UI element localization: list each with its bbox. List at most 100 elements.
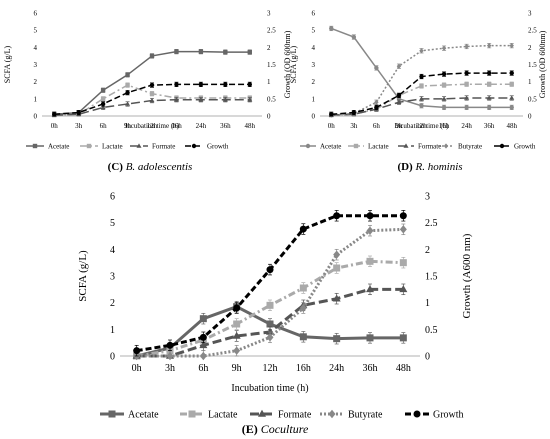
caption-letter: (C) (108, 161, 124, 173)
data-point-acetate (266, 320, 274, 328)
x-tick-label: 0h (132, 363, 142, 374)
data-point-lactate (366, 257, 374, 265)
x-tick-label: 36h (220, 122, 231, 130)
x-tick-label: 24h (461, 122, 472, 130)
x-tick-label: 36h (363, 363, 378, 374)
data-point-growth (223, 82, 228, 87)
legend-marker (191, 143, 197, 149)
legend-entry-butyrate: Butyrate (438, 142, 482, 150)
series-formate (51, 97, 253, 117)
legend-label: Growth (207, 142, 229, 150)
data-point-lactate (266, 301, 274, 309)
legend-marker (353, 143, 359, 149)
legend-marker (499, 143, 505, 149)
x-tick-label: 0h (328, 122, 336, 130)
y2-tick-label: 2.5 (267, 27, 276, 35)
legend-entry-butyrate: Butyrate (320, 410, 383, 421)
y2-tick-label: 1.5 (425, 272, 438, 283)
y2-axis-label: Growth (OD 600nm) (283, 30, 292, 98)
data-point-formate (464, 95, 470, 100)
data-point-acetate (329, 26, 334, 31)
y2-tick-label: 3 (425, 192, 430, 203)
data-point-growth (464, 70, 469, 76)
data-point-lactate (399, 259, 407, 267)
data-point-lactate (125, 82, 130, 88)
y-tick-label: 1 (312, 95, 316, 103)
data-point-growth (441, 71, 447, 77)
data-point-formate (332, 294, 341, 302)
y-tick-label: 6 (34, 9, 38, 17)
data-point-lactate (299, 284, 307, 292)
y-axis-label: SCFA (g/L) (3, 45, 12, 83)
data-point-acetate (399, 334, 407, 342)
y-tick-label: 4 (34, 44, 38, 52)
x-axis-label: Incubation time (h) (125, 122, 180, 130)
y2-tick-label: 2.5 (425, 218, 438, 229)
data-point-lactate (100, 96, 106, 102)
data-point-acetate (486, 105, 492, 110)
data-point-acetate (149, 53, 155, 59)
data-point-acetate (374, 65, 379, 71)
caption-letter: (D) (397, 161, 413, 173)
y-tick-label: 2 (34, 78, 38, 86)
x-tick-label: 6h (373, 122, 381, 130)
y2-tick-label: 3 (528, 9, 532, 17)
legend-marker (328, 409, 336, 419)
data-point-growth (199, 333, 207, 341)
data-point-butyrate (333, 250, 341, 259)
x-tick-label: 16h (296, 363, 311, 374)
legend-entry-formate: Formate (250, 410, 312, 421)
data-point-growth (329, 112, 334, 117)
x-tick-label: 48h (396, 363, 411, 374)
data-point-growth (374, 105, 379, 110)
legend-entry-formate: Formate (130, 142, 175, 150)
data-point-growth (266, 266, 274, 274)
y2-tick-label: 2 (425, 245, 430, 256)
x-tick-label: 6h (198, 363, 208, 374)
legend-label: Formate (278, 410, 312, 421)
y-tick-label: 4 (312, 44, 316, 52)
y2-tick-label: 0 (425, 352, 430, 363)
data-point-acetate (441, 105, 447, 110)
legend-marker (413, 410, 421, 418)
data-point-acetate (174, 49, 179, 54)
legend-marker (257, 409, 267, 417)
data-point-growth (52, 112, 57, 117)
data-point-growth (149, 82, 155, 88)
data-point-acetate (366, 334, 374, 342)
data-point-acetate (299, 333, 307, 341)
legend-marker (86, 143, 92, 149)
data-point-acetate (125, 72, 130, 77)
y2-tick-label: 0 (528, 112, 532, 120)
x-axis-label: Incubation time (h) (394, 122, 449, 130)
y-tick-label: 5 (34, 27, 38, 35)
x-tick-label: 3h (165, 363, 175, 374)
data-point-growth (133, 347, 141, 355)
data-point-formate (232, 331, 241, 339)
y2-tick-label: 1 (267, 78, 271, 86)
series-growth (133, 210, 407, 357)
data-point-acetate (419, 103, 424, 108)
y2-tick-label: 1 (528, 78, 532, 86)
data-point-growth (174, 82, 179, 87)
legend-marker (136, 143, 142, 148)
legend-label: Acetate (320, 142, 341, 150)
data-point-formate (486, 95, 492, 100)
series-growth (52, 81, 252, 117)
legend-marker (305, 143, 311, 149)
legend-entry-lactate: Lactate (80, 142, 123, 150)
data-point-acetate (100, 88, 106, 93)
data-point-formate (509, 95, 515, 100)
caption-species: R. hominis (414, 161, 462, 173)
y2-tick-label: 0 (267, 112, 271, 120)
y2-axis-label: Growth (A600 nm) (461, 233, 473, 318)
data-point-formate (173, 97, 179, 102)
legend-label: Formate (418, 142, 441, 150)
data-point-butyrate (399, 225, 407, 234)
legend-entry-acetate: Acetate (300, 142, 341, 150)
data-point-formate (125, 101, 131, 106)
data-point-growth (366, 212, 374, 220)
x-tick-label: 12h (416, 122, 427, 130)
data-point-growth (100, 101, 106, 107)
data-point-formate (265, 327, 275, 335)
